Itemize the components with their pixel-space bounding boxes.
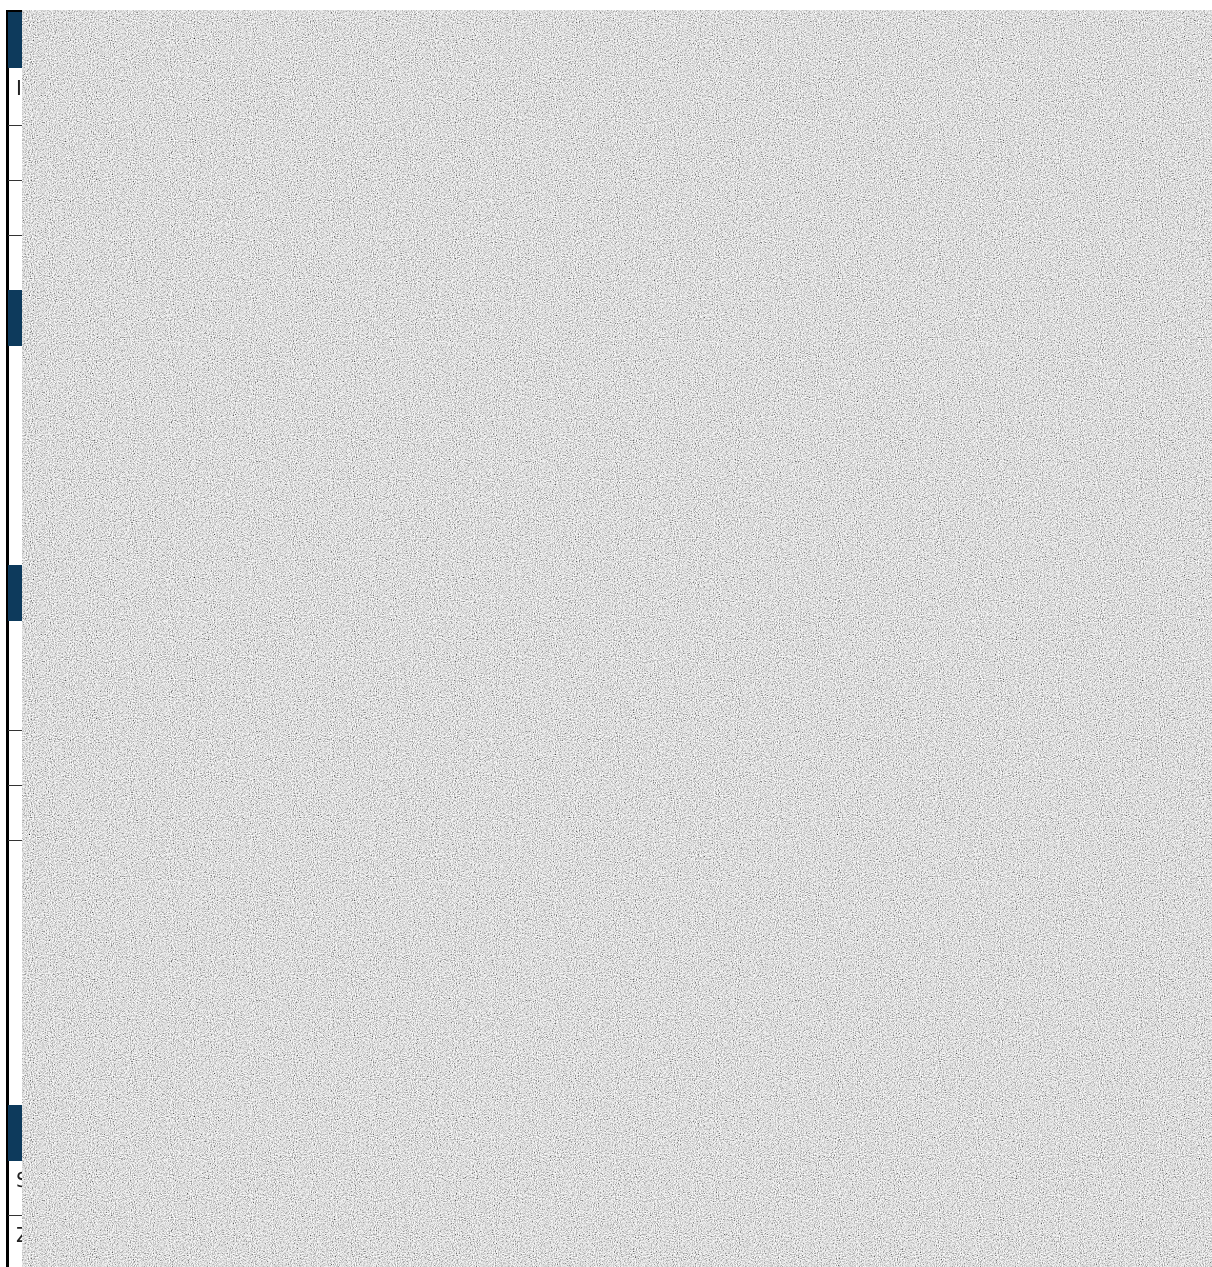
noise (22, 10, 1212, 1267)
row-text: I (16, 76, 22, 100)
noise-overlay (22, 10, 1212, 1267)
